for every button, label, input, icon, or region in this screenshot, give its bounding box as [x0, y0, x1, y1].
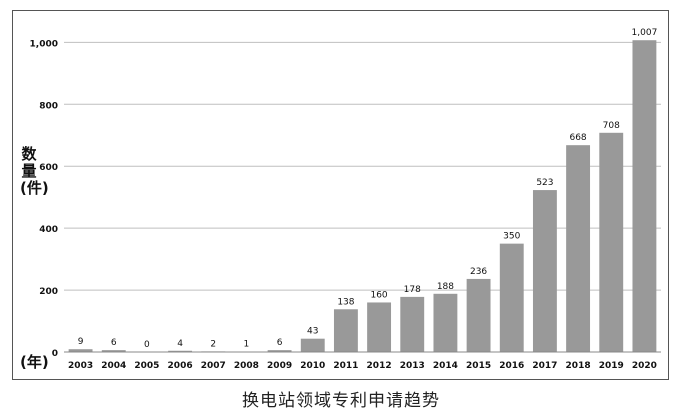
chart-frame: [12, 10, 669, 380]
x-tick-label: 2015: [466, 361, 491, 371]
bar: [400, 296, 425, 352]
x-tick-label: 2008: [234, 361, 259, 371]
data-label: 160: [370, 290, 387, 300]
data-label: 236: [470, 267, 487, 277]
x-tick-label: 2003: [68, 361, 93, 371]
y-tick-label: 400: [39, 225, 58, 235]
data-label: 4: [177, 339, 183, 349]
y-tick-label: 1,000: [30, 39, 58, 49]
y-tick-label: 200: [39, 287, 58, 297]
bar: [433, 293, 458, 352]
chart-caption: 换电站领域专利申请趋势: [242, 391, 440, 411]
y-tick-label: 800: [39, 101, 58, 111]
bar: [499, 243, 524, 352]
data-label: 1: [244, 340, 250, 350]
data-label: 350: [503, 232, 520, 242]
bar: [300, 338, 325, 352]
x-axis-label: (年): [20, 353, 49, 371]
data-label: 138: [337, 297, 354, 307]
bar: [466, 278, 491, 352]
x-tick-label: 2017: [532, 361, 557, 371]
x-tick-label: 2012: [367, 361, 392, 371]
y-axis-label: 数量(件): [20, 145, 49, 197]
data-label: 523: [536, 178, 553, 188]
x-tick-label: 2004: [101, 361, 126, 371]
bar: [267, 350, 292, 352]
bar: [101, 350, 126, 352]
data-label: 43: [307, 327, 318, 337]
bar: [599, 132, 624, 352]
bar: [168, 350, 193, 352]
x-tick-label: 2019: [599, 361, 624, 371]
data-label: 0: [144, 340, 150, 350]
bar: [532, 190, 557, 352]
bar: [566, 145, 591, 352]
bar: [632, 40, 657, 352]
data-label: 188: [437, 282, 454, 292]
data-label: 6: [111, 338, 117, 348]
x-tick-label: 2009: [267, 361, 292, 371]
x-tick-label: 2018: [566, 361, 591, 371]
data-label: 9: [78, 337, 84, 347]
data-label: 6: [277, 338, 283, 348]
bar: [367, 302, 392, 352]
x-tick-label: 2007: [201, 361, 226, 371]
x-tick-label: 2006: [168, 361, 193, 371]
data-label: 2: [210, 339, 216, 349]
bar: [68, 349, 93, 352]
x-tick-label: 2013: [400, 361, 425, 371]
y-tick-label: 600: [39, 163, 58, 173]
x-tick-label: 2005: [134, 361, 159, 371]
data-label: 1,007: [632, 28, 658, 38]
x-tick-label: 2016: [499, 361, 524, 371]
x-tick-label: 2010: [300, 361, 325, 371]
x-tick-label: 2020: [632, 361, 657, 371]
x-tick-label: 2014: [433, 361, 458, 371]
bar: [333, 309, 358, 352]
data-label: 708: [603, 121, 620, 131]
y-tick-label: 0: [52, 349, 58, 359]
x-tick-label: 2011: [333, 361, 358, 371]
data-label: 668: [569, 133, 586, 143]
data-label: 178: [404, 285, 421, 295]
